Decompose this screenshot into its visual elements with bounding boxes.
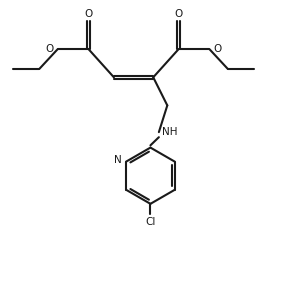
Text: Cl: Cl	[145, 217, 156, 226]
Text: O: O	[214, 44, 222, 54]
Text: O: O	[84, 9, 93, 19]
Text: NH: NH	[162, 127, 177, 137]
Text: O: O	[45, 44, 53, 54]
Text: N: N	[114, 155, 122, 165]
Text: O: O	[174, 9, 183, 19]
